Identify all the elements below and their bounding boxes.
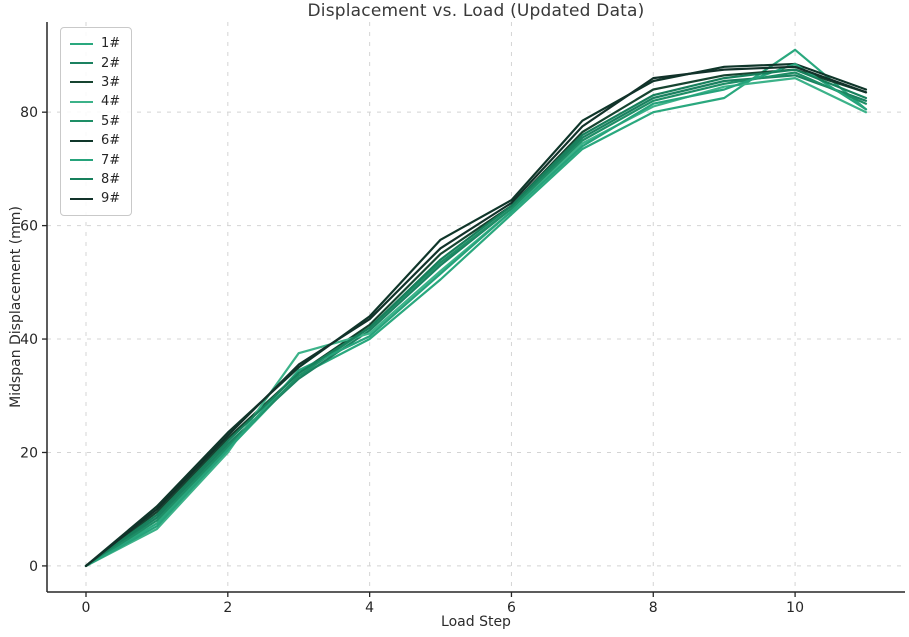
legend-label: 7# <box>101 152 121 168</box>
legend: 1# 2# 3# 4# 5# 6# 7# 8# 9# <box>60 27 133 216</box>
legend-item-5#: 5# <box>70 112 120 131</box>
y-tick-label: 20 <box>20 445 38 461</box>
series-line-5# <box>84 71 868 568</box>
legend-item-4#: 4# <box>70 92 120 111</box>
series-line-9# <box>84 65 868 568</box>
series-line-7# <box>84 62 868 568</box>
legend-item-9#: 9# <box>70 189 120 208</box>
legend-label: 4# <box>101 94 121 110</box>
x-tick-label: 0 <box>82 600 91 616</box>
legend-label: 3# <box>101 74 121 90</box>
legend-swatch <box>70 197 93 200</box>
legend-item-3#: 3# <box>70 73 120 92</box>
x-tick-label: 4 <box>365 600 374 616</box>
x-axis-label: Load Step <box>441 614 511 630</box>
legend-swatch <box>70 159 93 162</box>
legend-swatch <box>70 139 93 142</box>
legend-label: 2# <box>101 55 121 71</box>
legend-swatch <box>70 120 93 123</box>
x-tick-label: 6 <box>507 600 516 616</box>
legend-label: 9# <box>101 191 121 207</box>
series-line-3# <box>84 68 868 568</box>
legend-item-7#: 7# <box>70 150 120 169</box>
legend-swatch <box>70 42 93 45</box>
legend-swatch <box>70 62 93 65</box>
legend-item-1#: 1# <box>70 34 120 53</box>
y-tick-label: 0 <box>29 559 38 575</box>
legend-item-2#: 2# <box>70 53 120 72</box>
chart-title: Displacement vs. Load (Updated Data) <box>307 1 645 21</box>
series-line-6# <box>84 62 868 568</box>
y-tick-label: 80 <box>20 105 38 121</box>
x-tick-label: 8 <box>649 600 658 616</box>
legend-label: 6# <box>101 133 121 149</box>
x-tick-label: 10 <box>786 600 804 616</box>
series-line-2# <box>84 74 868 568</box>
legend-swatch <box>70 81 93 84</box>
x-tick-label: 2 <box>223 600 232 616</box>
series-line-1# <box>84 48 868 568</box>
y-tick-label: 60 <box>20 219 38 235</box>
series-line-8# <box>84 68 868 568</box>
y-tick-label: 40 <box>20 332 38 348</box>
legend-swatch <box>70 100 93 103</box>
legend-label: 1# <box>101 36 121 52</box>
legend-label: 5# <box>101 113 121 129</box>
legend-label: 8# <box>101 171 121 187</box>
legend-item-6#: 6# <box>70 131 120 150</box>
series-line-4# <box>84 76 868 568</box>
legend-item-8#: 8# <box>70 170 120 189</box>
y-axis-label: Midspan Displacement (mm) <box>8 206 24 408</box>
legend-swatch <box>70 178 93 181</box>
